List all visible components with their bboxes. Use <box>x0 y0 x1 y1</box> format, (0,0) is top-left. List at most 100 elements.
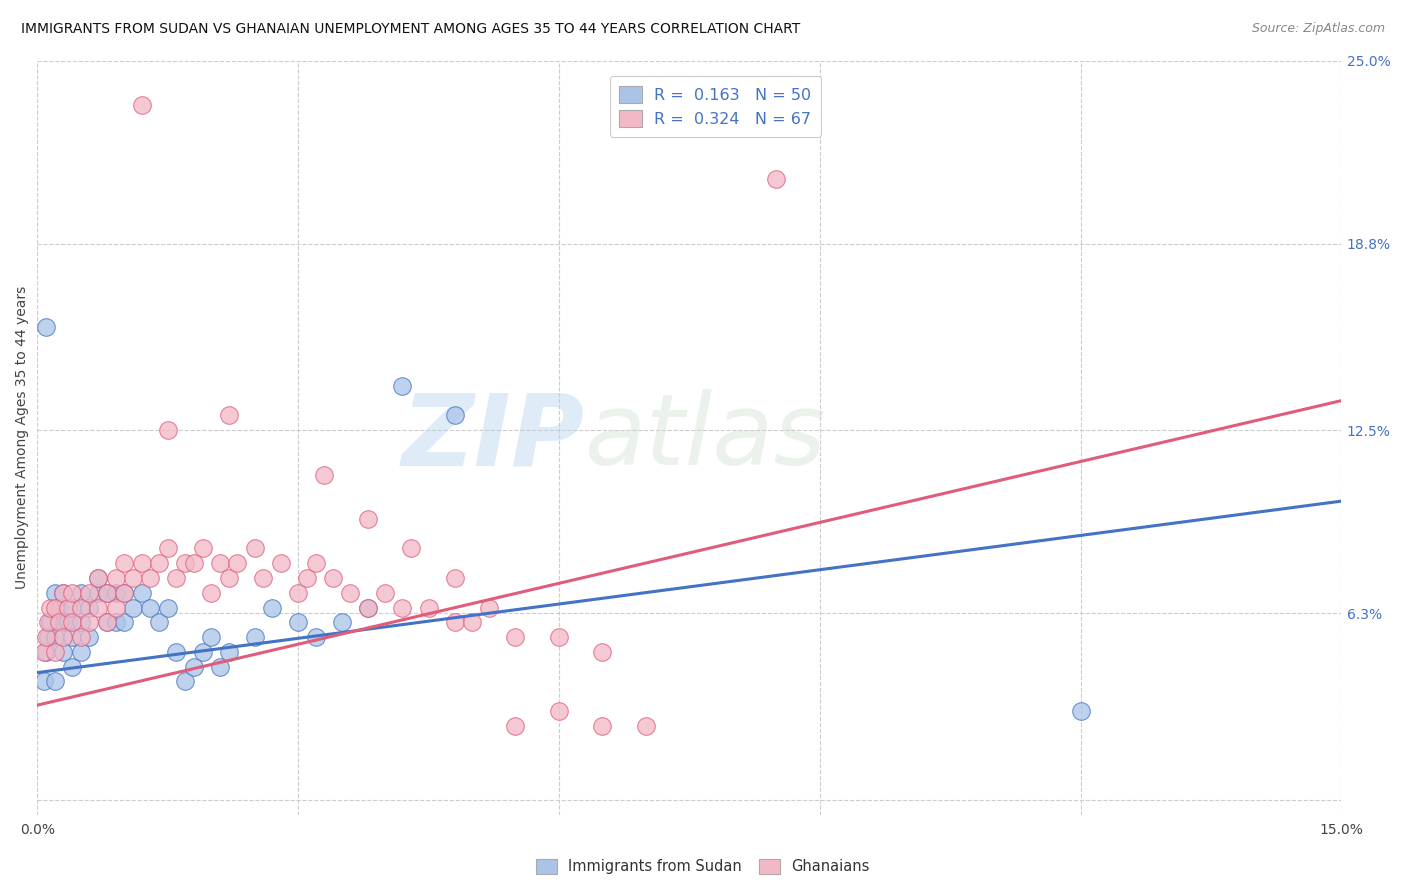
Point <box>548 630 571 644</box>
Legend: R =  0.163   N = 50, R =  0.324   N = 67: R = 0.163 N = 50, R = 0.324 N = 67 <box>610 76 821 136</box>
Point <box>44 600 66 615</box>
Point <box>69 600 91 615</box>
Point <box>304 630 326 644</box>
Point <box>122 600 145 615</box>
Point <box>139 600 162 615</box>
Point <box>165 645 187 659</box>
Point <box>634 719 657 733</box>
Point <box>252 571 274 585</box>
Point <box>96 586 118 600</box>
Point <box>112 615 135 630</box>
Point <box>39 615 62 630</box>
Point <box>56 615 79 630</box>
Point <box>218 409 240 423</box>
Point <box>96 586 118 600</box>
Point <box>183 659 205 673</box>
Point <box>148 556 170 570</box>
Point <box>37 630 59 644</box>
Point <box>304 556 326 570</box>
Y-axis label: Unemployment Among Ages 35 to 44 years: Unemployment Among Ages 35 to 44 years <box>15 286 30 590</box>
Point <box>156 423 179 437</box>
Point <box>60 586 83 600</box>
Point <box>139 571 162 585</box>
Point <box>287 615 309 630</box>
Point <box>60 615 83 630</box>
Point <box>208 556 231 570</box>
Point <box>87 571 110 585</box>
Text: atlas: atlas <box>585 389 827 486</box>
Point <box>330 615 353 630</box>
Point <box>295 571 318 585</box>
Point <box>218 571 240 585</box>
Point <box>200 586 222 600</box>
Point <box>44 645 66 659</box>
Point <box>461 615 484 630</box>
Point <box>548 704 571 718</box>
Point <box>339 586 361 600</box>
Text: Source: ZipAtlas.com: Source: ZipAtlas.com <box>1251 22 1385 36</box>
Point <box>122 571 145 585</box>
Point <box>191 541 214 556</box>
Point <box>505 630 527 644</box>
Point <box>243 541 266 556</box>
Point <box>357 512 380 526</box>
Text: ZIP: ZIP <box>402 389 585 486</box>
Point <box>79 600 101 615</box>
Point <box>418 600 440 615</box>
Point <box>37 615 59 630</box>
Point <box>52 586 75 600</box>
Point <box>56 600 79 615</box>
Point <box>399 541 422 556</box>
Point <box>357 600 380 615</box>
Point <box>208 659 231 673</box>
Point <box>191 645 214 659</box>
Point <box>765 172 787 186</box>
Point <box>183 556 205 570</box>
Point <box>591 645 613 659</box>
Point <box>591 719 613 733</box>
Point <box>148 615 170 630</box>
Point <box>374 586 396 600</box>
Point <box>443 409 465 423</box>
Point <box>314 467 336 482</box>
Point <box>52 615 75 630</box>
Point <box>443 571 465 585</box>
Point <box>156 541 179 556</box>
Text: IMMIGRANTS FROM SUDAN VS GHANAIAN UNEMPLOYMENT AMONG AGES 35 TO 44 YEARS CORRELA: IMMIGRANTS FROM SUDAN VS GHANAIAN UNEMPL… <box>21 22 800 37</box>
Point <box>48 600 70 615</box>
Point <box>218 645 240 659</box>
Point <box>87 571 110 585</box>
Point <box>443 615 465 630</box>
Point <box>505 719 527 733</box>
Point <box>243 630 266 644</box>
Point <box>60 630 83 644</box>
Point <box>52 630 75 644</box>
Point <box>35 319 58 334</box>
Point <box>391 379 413 393</box>
Point <box>112 556 135 570</box>
Point <box>69 615 91 630</box>
Point <box>270 556 292 570</box>
Point <box>69 645 91 659</box>
Point <box>165 571 187 585</box>
Point <box>174 674 197 689</box>
Point <box>35 630 58 644</box>
Point <box>60 659 83 673</box>
Point <box>260 600 283 615</box>
Point <box>131 586 153 600</box>
Point <box>226 556 249 570</box>
Point <box>131 556 153 570</box>
Point <box>287 586 309 600</box>
Point <box>52 586 75 600</box>
Point <box>96 615 118 630</box>
Point <box>112 586 135 600</box>
Point <box>104 600 127 615</box>
Point <box>156 600 179 615</box>
Point <box>357 600 380 615</box>
Point <box>79 615 101 630</box>
Point <box>391 600 413 615</box>
Point <box>112 586 135 600</box>
Point <box>104 571 127 585</box>
Point <box>32 645 55 659</box>
Point <box>48 615 70 630</box>
